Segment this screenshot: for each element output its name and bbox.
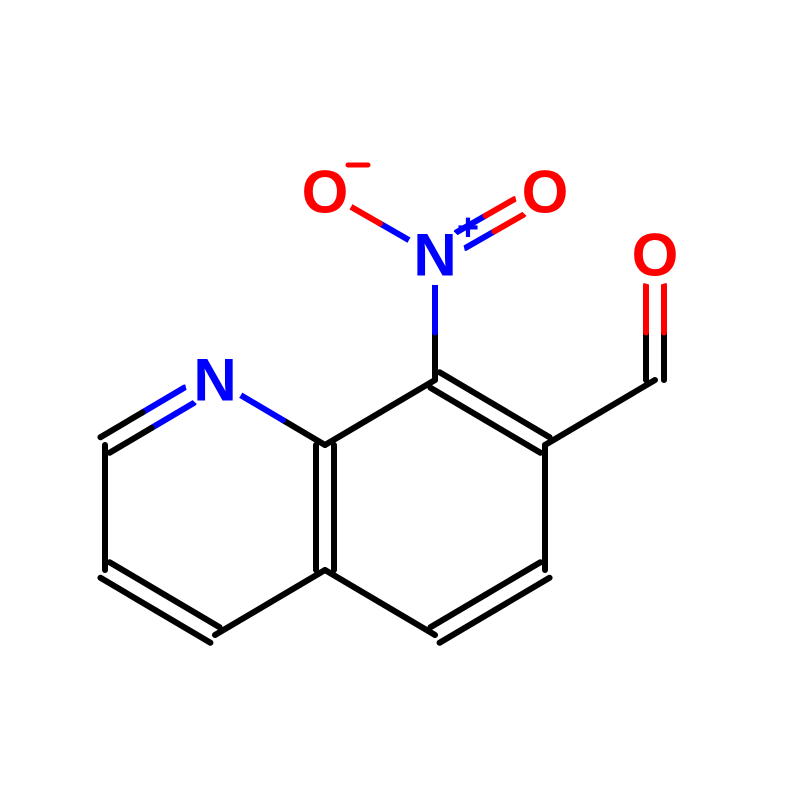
atom-label-N9: N — [413, 222, 456, 289]
atom-label-O13: O — [632, 222, 679, 289]
atom-label-O11: O — [522, 159, 569, 226]
molecule-diagram: NN+OOO — [0, 0, 800, 800]
atom-label-N1: N — [193, 347, 236, 414]
atom-label-O10: O — [302, 159, 349, 226]
charge-N9: + — [457, 207, 479, 249]
